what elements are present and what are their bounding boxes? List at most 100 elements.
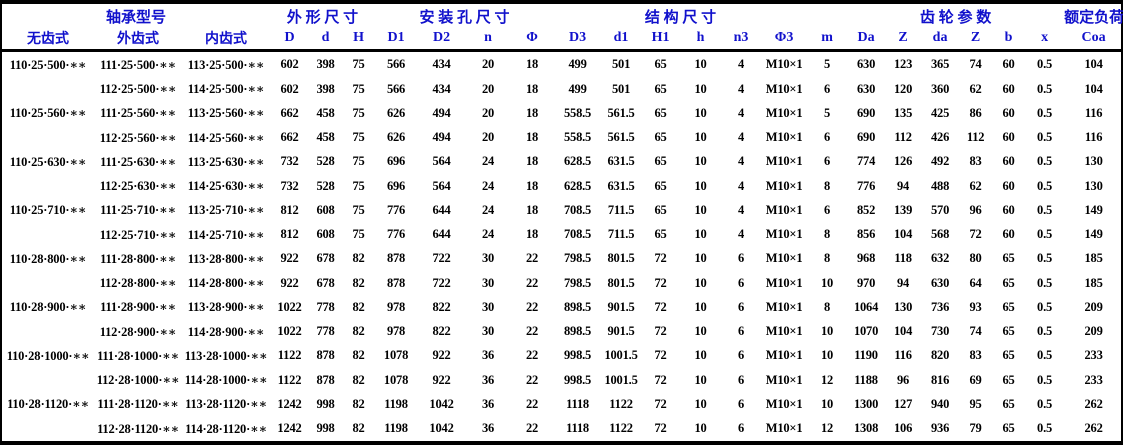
column-header: 外齿式 bbox=[117, 32, 159, 47]
value-cell: 10 bbox=[694, 57, 707, 72]
value-cell: 690 bbox=[856, 130, 876, 145]
value-cell: 778 bbox=[316, 324, 335, 339]
value-cell: 776 bbox=[386, 202, 406, 217]
value-cell: 30 bbox=[481, 251, 495, 266]
value-cell: 856 bbox=[856, 227, 876, 242]
value-cell: 18 bbox=[525, 57, 539, 72]
value-cell: 628.5 bbox=[563, 178, 592, 193]
value-cell: 185 bbox=[1084, 251, 1103, 266]
value-cell: 816 bbox=[930, 372, 950, 387]
value-cell: 365 bbox=[930, 57, 950, 72]
group-header-row: 轴承型号 外 形 尺 寸 安 装 孔 尺 寸 结 构 尺 寸 齿 轮 参 数 额定负荷 bbox=[2, 4, 1123, 27]
value-cell: 6 bbox=[738, 299, 745, 314]
model-number-cell: 114·25·500·∗∗ bbox=[187, 82, 265, 97]
value-cell: 65 bbox=[654, 105, 667, 120]
model-number-cell: 112·25·560·∗∗ bbox=[99, 130, 177, 145]
table-row: 112·28·1120·∗∗ 114·28·1120·∗∗ 1242 998 82 119… bbox=[2, 417, 1123, 441]
value-cell: 64 bbox=[969, 275, 982, 290]
column-header: 无齿式 bbox=[27, 32, 69, 47]
model-number-cell: 110·25·500·∗∗ bbox=[9, 57, 87, 72]
model-number-cell: 112·25·710·∗∗ bbox=[99, 227, 177, 242]
value-cell: M10×1 bbox=[765, 372, 803, 387]
value-cell: 0.5 bbox=[1037, 251, 1053, 266]
table-row: 112·25·560·∗∗ 114·25·560·∗∗ 662 458 75 626 494… bbox=[2, 126, 1123, 150]
value-cell: M10×1 bbox=[765, 154, 803, 169]
value-cell: 708.5 bbox=[563, 227, 592, 242]
column-group-header: 安 装 孔 尺 寸 bbox=[419, 10, 510, 26]
model-number-cell: 111·28·800·∗∗ bbox=[100, 251, 176, 266]
value-cell: 0.5 bbox=[1037, 81, 1053, 96]
value-cell: 10 bbox=[821, 348, 834, 363]
model-number-cell: 113·25·630·∗∗ bbox=[187, 154, 265, 169]
value-cell: 1042 bbox=[429, 396, 454, 411]
value-cell: 104 bbox=[893, 324, 913, 339]
value-cell: 798.5 bbox=[563, 275, 592, 290]
value-cell: 970 bbox=[856, 275, 876, 290]
value-cell: 528 bbox=[316, 178, 335, 193]
column-header: m bbox=[821, 30, 833, 45]
value-cell: 10 bbox=[694, 299, 707, 314]
value-cell: 65 bbox=[1002, 275, 1015, 290]
value-cell: 10 bbox=[694, 130, 707, 145]
value-cell: 0.5 bbox=[1037, 130, 1053, 145]
value-cell: 8 bbox=[824, 251, 831, 266]
value-cell: 708.5 bbox=[563, 202, 592, 217]
value-cell: 6 bbox=[738, 396, 745, 411]
model-number-cell: 112·28·1120·∗∗ bbox=[97, 421, 179, 436]
value-cell: 558.5 bbox=[563, 130, 592, 145]
value-cell: 1001.5 bbox=[604, 372, 638, 387]
model-number-cell: 114·25·560·∗∗ bbox=[187, 130, 265, 145]
value-cell: 4 bbox=[738, 154, 745, 169]
value-cell: 4 bbox=[738, 178, 745, 193]
value-cell: 82 bbox=[352, 348, 365, 363]
column-header: Φ3 bbox=[774, 30, 794, 45]
value-cell: 74 bbox=[969, 324, 982, 339]
value-cell: 690 bbox=[856, 105, 876, 120]
table-row: 110·25·630·∗∗ 111·25·630·∗∗ 113·25·630·∗∗ 7… bbox=[2, 150, 1123, 174]
model-number-cell bbox=[2, 320, 94, 344]
value-cell: 6 bbox=[824, 130, 831, 145]
value-cell: 149 bbox=[1084, 202, 1103, 217]
value-cell: 812 bbox=[280, 202, 299, 217]
model-number-cell: 110·28·900·∗∗ bbox=[9, 300, 87, 315]
column-header: n bbox=[484, 30, 492, 45]
value-cell: M10×1 bbox=[765, 421, 803, 436]
value-cell: 75 bbox=[352, 105, 365, 120]
value-cell: 0.5 bbox=[1037, 57, 1053, 72]
value-cell: 778 bbox=[316, 299, 335, 314]
value-cell: 10 bbox=[694, 154, 707, 169]
model-number-cell: 113·25·560·∗∗ bbox=[187, 106, 265, 121]
value-cell: 22 bbox=[525, 251, 539, 266]
value-cell: 95 bbox=[969, 396, 982, 411]
value-cell: 75 bbox=[352, 202, 365, 217]
value-cell: 662 bbox=[280, 105, 299, 120]
value-cell: 112 bbox=[966, 130, 985, 145]
value-cell: 262 bbox=[1084, 396, 1103, 411]
value-cell: 60 bbox=[1002, 105, 1015, 120]
value-cell: 0.5 bbox=[1037, 421, 1053, 436]
value-cell: 1118 bbox=[566, 396, 589, 411]
value-cell: 998 bbox=[316, 396, 335, 411]
column-header: Z bbox=[970, 30, 981, 45]
value-cell: 628.5 bbox=[563, 154, 592, 169]
value-cell: 1070 bbox=[853, 324, 879, 339]
value-cell: 0.5 bbox=[1037, 299, 1053, 314]
value-cell: 65 bbox=[654, 154, 667, 169]
column-header: H1 bbox=[651, 30, 670, 45]
value-cell: 65 bbox=[654, 130, 667, 145]
value-cell: 60 bbox=[1002, 130, 1015, 145]
value-cell: 722 bbox=[432, 251, 451, 266]
value-cell: 10 bbox=[694, 324, 707, 339]
value-cell: 998 bbox=[316, 421, 335, 436]
value-cell: 18 bbox=[525, 202, 539, 217]
value-cell: 120 bbox=[893, 81, 913, 96]
column-header: Coa bbox=[1081, 30, 1106, 45]
value-cell: 0.5 bbox=[1037, 348, 1053, 363]
value-cell: 6 bbox=[824, 154, 831, 169]
value-cell: 10 bbox=[694, 372, 707, 387]
value-cell: 74 bbox=[969, 57, 982, 72]
value-cell: 968 bbox=[856, 251, 876, 266]
value-cell: 820 bbox=[930, 348, 950, 363]
value-cell: 434 bbox=[432, 81, 451, 96]
value-cell: 36 bbox=[481, 396, 495, 411]
